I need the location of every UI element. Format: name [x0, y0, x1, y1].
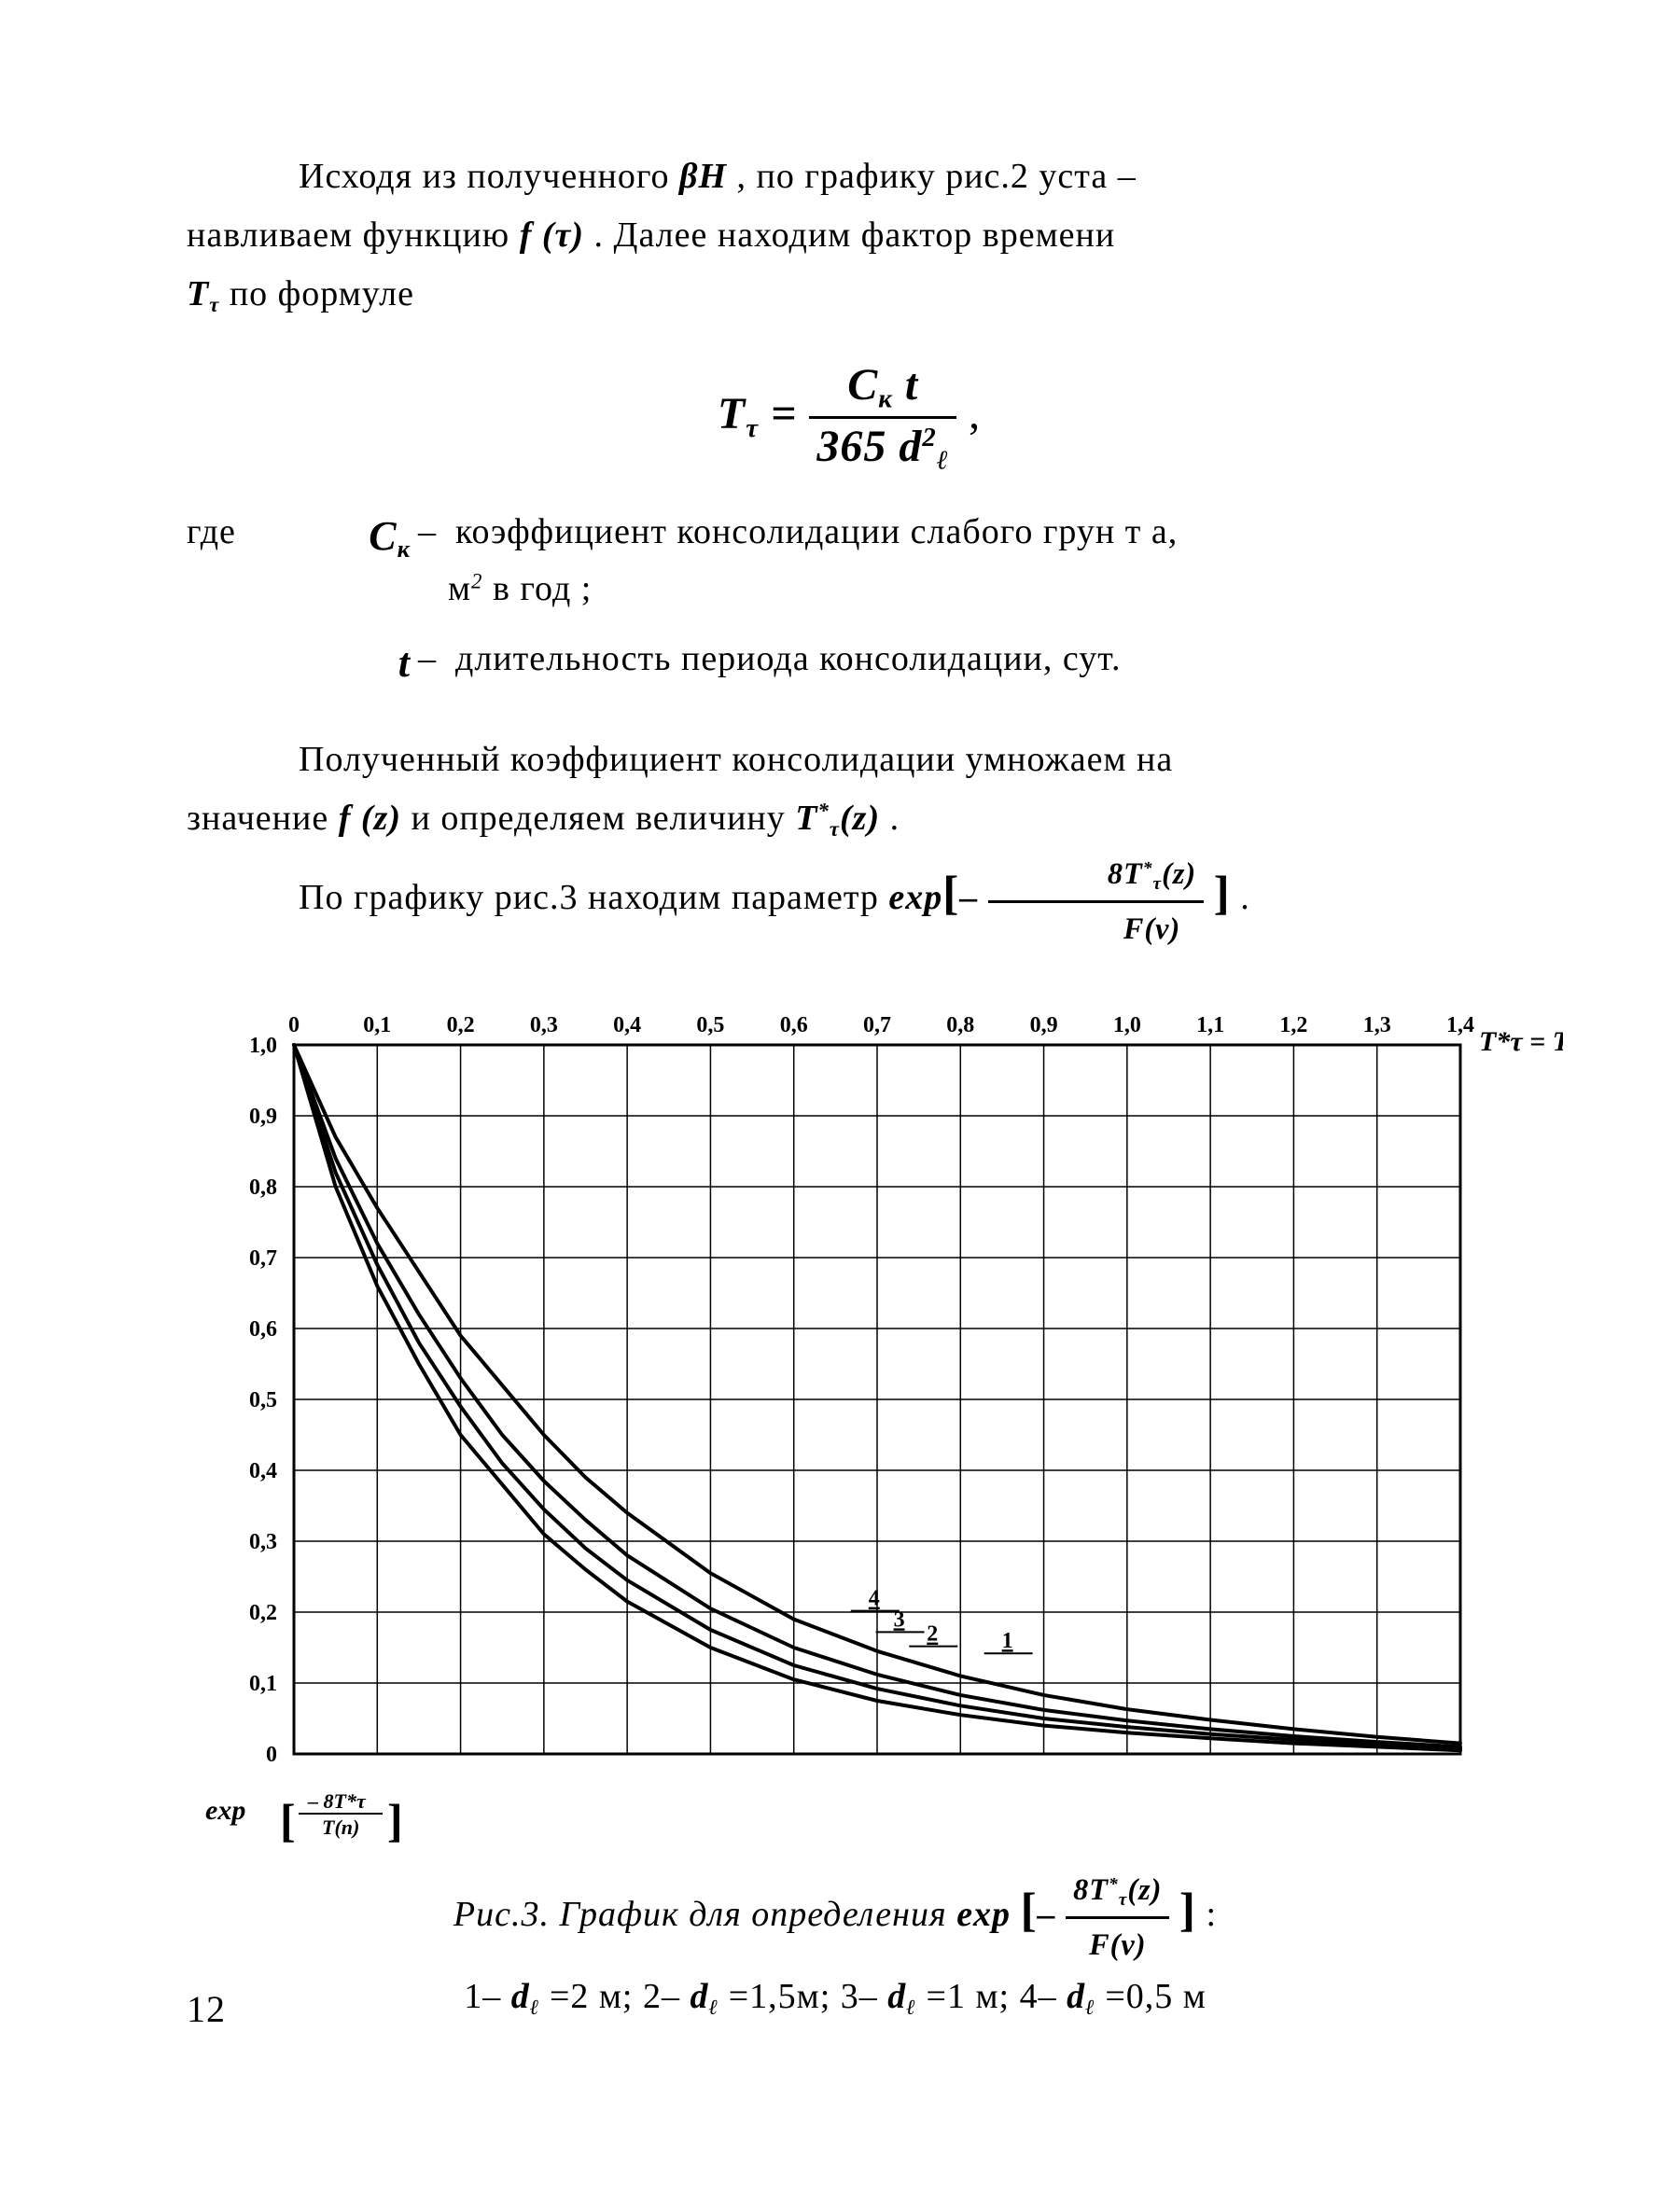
where-Ck-unit: м2 в год ;: [448, 568, 1512, 609]
svg-text:0,4: 0,4: [613, 1013, 641, 1037]
svg-text:2: 2: [927, 1622, 938, 1647]
symbol-Ck: Cк: [308, 505, 418, 568]
svg-text:0,9: 0,9: [249, 1105, 277, 1129]
svg-text:0,8: 0,8: [946, 1013, 974, 1037]
svg-text:0,3: 0,3: [249, 1530, 277, 1554]
text: . Далее находим фактор времени: [594, 216, 1116, 255]
figure-3: 123400,10,20,30,40,50,60,70,80,91,01,11,…: [191, 998, 1563, 1861]
svg-text:0,1: 0,1: [363, 1013, 391, 1037]
symbol-betaH: βH: [679, 157, 727, 196]
symbol-Tzstar: T*τ(z): [795, 799, 889, 838]
page-number: 12: [187, 1987, 226, 2031]
svg-text:1,1: 1,1: [1196, 1013, 1224, 1037]
paragraph-2-line1: Полученный коэффициент консолидации умно…: [187, 732, 1512, 787]
svg-text:1,0: 1,0: [249, 1034, 277, 1058]
svg-text:1,4: 1,4: [1446, 1013, 1474, 1037]
symbol-Ttau: Tτ: [187, 274, 230, 313]
svg-text:0,9: 0,9: [1030, 1013, 1058, 1037]
svg-text:]: ]: [387, 1794, 403, 1846]
text: по формуле: [230, 274, 414, 313]
where-Ck-text: коэффициент консолидации слабого грун т …: [455, 505, 1512, 568]
svg-text:0,6: 0,6: [249, 1317, 277, 1342]
equation-Ttau: Tτ = Cк t 365 d2ℓ ,: [187, 359, 1512, 477]
paragraph-2-line2: значение f (z) и определяем величину T*τ…: [187, 791, 1512, 846]
symbol-t: t: [308, 632, 418, 695]
svg-text:0,6: 0,6: [780, 1013, 808, 1037]
svg-text:T*τ = Tτ: T*τ = Tτ: [1479, 1026, 1563, 1057]
paragraph-1-line1: Исходя из полученного βH , по графику ри…: [187, 149, 1512, 204]
svg-text:0: 0: [266, 1743, 277, 1767]
svg-text:1: 1: [1002, 1629, 1013, 1653]
svg-text:0,2: 0,2: [249, 1601, 277, 1625]
svg-text:– 8T*τ: – 8T*τ: [307, 1789, 367, 1813]
where-t: t – длительность периода консолидации, с…: [187, 632, 1512, 695]
symbol-exp-caption: exp [– 8T*τ(z) F(ν) ]: [956, 1895, 1206, 1934]
symbol-ftau: f (τ): [520, 216, 584, 255]
svg-text:4: 4: [869, 1587, 880, 1611]
svg-text:[: [: [280, 1794, 296, 1846]
paragraph-1-line2: навливаем функцию f (τ) . Далее находим …: [187, 208, 1512, 263]
svg-text:1,3: 1,3: [1363, 1013, 1391, 1037]
svg-text:0,5: 0,5: [696, 1013, 724, 1037]
text: навливаем функцию: [187, 216, 520, 255]
svg-text:0: 0: [288, 1013, 300, 1037]
paragraph-3: По графику рис.3 находим параметр exp[– …: [187, 850, 1512, 952]
text: , по графику рис.2 уста –: [737, 157, 1137, 196]
where-t-text: длительность периода консолидации, сут.: [455, 632, 1512, 695]
svg-text:0,5: 0,5: [249, 1388, 277, 1412]
text: Исходя из полученного: [299, 157, 679, 196]
svg-text:1,0: 1,0: [1113, 1013, 1141, 1037]
svg-text:0,7: 0,7: [863, 1013, 891, 1037]
svg-text:0,7: 0,7: [249, 1246, 277, 1271]
chart-svg: 123400,10,20,30,40,50,60,70,80,91,01,11,…: [191, 998, 1563, 1857]
svg-text:0,2: 0,2: [447, 1013, 475, 1037]
svg-text:0,1: 0,1: [249, 1672, 277, 1696]
svg-text:1,2: 1,2: [1279, 1013, 1307, 1037]
svg-text:T(n): T(n): [322, 1816, 359, 1839]
svg-text:0,8: 0,8: [249, 1176, 277, 1200]
symbol-fz: f (z): [339, 799, 401, 838]
where-label: где: [187, 505, 308, 568]
paragraph-1-line3: Tτ по формуле: [187, 267, 1512, 322]
figure-3-caption: Рис.3. График для определения exp [– 8T*…: [196, 1866, 1474, 2025]
symbol-exp-inline: exp[– 8T*τ(z) F(ν) ]: [888, 878, 1240, 917]
svg-text:exp: exp: [205, 1795, 245, 1826]
svg-text:0,3: 0,3: [530, 1013, 558, 1037]
svg-text:0,4: 0,4: [249, 1459, 277, 1483]
where-Ck: где Cк – коэффициент консолидации слабог…: [187, 505, 1512, 568]
